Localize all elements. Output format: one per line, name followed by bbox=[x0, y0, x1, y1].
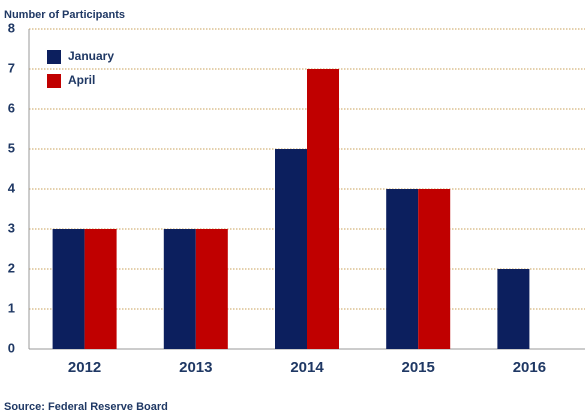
legend-swatch bbox=[47, 74, 61, 88]
y-tick-label: 7 bbox=[8, 60, 15, 75]
legend-label: January bbox=[68, 49, 114, 63]
bar bbox=[307, 69, 339, 349]
y-tick-label: 6 bbox=[8, 100, 15, 115]
y-tick-label: 5 bbox=[8, 140, 15, 155]
source-note: Source: Federal Reserve Board bbox=[4, 401, 168, 413]
x-tick-label: 2015 bbox=[402, 359, 435, 376]
bar bbox=[84, 229, 117, 349]
x-tick-label: 2014 bbox=[290, 359, 324, 376]
y-tick-label: 1 bbox=[8, 300, 15, 315]
x-tick-label: 2013 bbox=[179, 359, 212, 376]
bar bbox=[497, 269, 530, 349]
legend-label: April bbox=[68, 73, 95, 87]
bar bbox=[52, 229, 85, 349]
x-tick-label: 2012 bbox=[68, 359, 101, 376]
bar bbox=[275, 149, 307, 349]
bar bbox=[386, 189, 419, 349]
y-axis-label: Number of Participants bbox=[4, 9, 125, 21]
bar bbox=[163, 229, 196, 349]
bar bbox=[195, 229, 228, 349]
y-tick-label: 3 bbox=[8, 220, 15, 235]
x-tick-label: 2016 bbox=[513, 359, 546, 376]
y-tick-label: 2 bbox=[8, 260, 15, 275]
y-tick-label: 4 bbox=[8, 180, 16, 195]
bar bbox=[418, 189, 451, 349]
legend-swatch bbox=[47, 50, 61, 64]
y-tick-label: 0 bbox=[8, 340, 15, 355]
y-tick-label: 8 bbox=[8, 20, 15, 35]
